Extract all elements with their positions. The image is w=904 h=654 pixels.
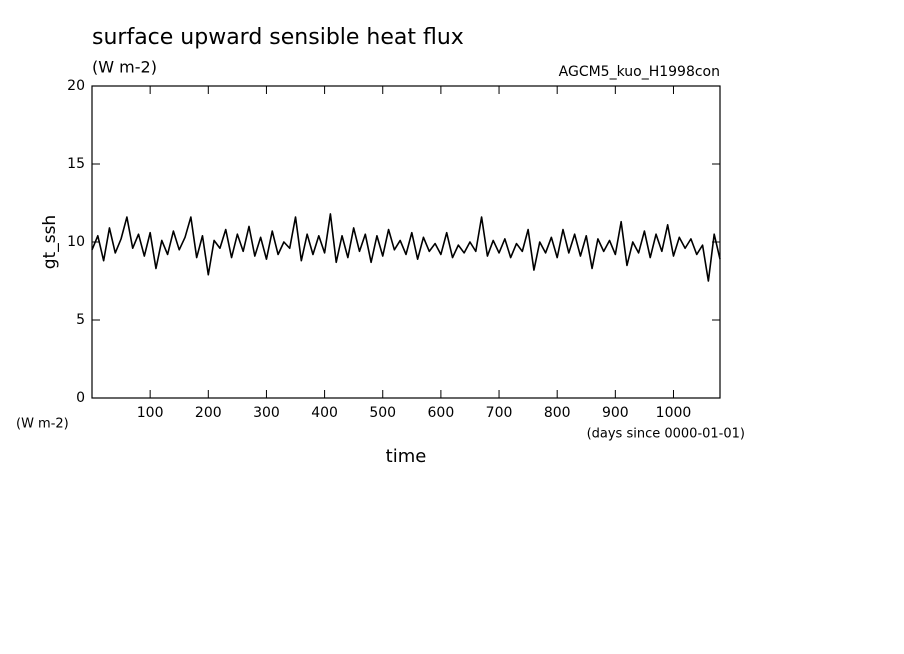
x-tick-label: 900 (602, 405, 629, 421)
y-axis-unit: (W m-2) (16, 417, 69, 432)
y-tick-label: 20 (67, 78, 85, 94)
x-tick-label: 800 (544, 405, 571, 421)
x-tick-label: 200 (195, 405, 222, 421)
y-tick-label: 15 (67, 156, 85, 172)
x-tick-label: 500 (369, 405, 396, 421)
annotation: AGCM5_kuo_H1998con (559, 64, 720, 80)
x-tick-label: 400 (311, 405, 338, 421)
y-tick-label: 10 (67, 234, 85, 250)
x-axis-unit: (days since 0000-01-01) (587, 427, 745, 442)
y-tick-label: 5 (76, 312, 85, 328)
data-line (91, 213, 721, 282)
chart-title: surface upward sensible heat flux (92, 25, 464, 50)
x-tick-label: 600 (428, 405, 455, 421)
x-tick-label: 100 (137, 405, 164, 421)
y-tick-label: 0 (76, 390, 85, 406)
x-axis-label: time (386, 446, 427, 467)
x-tick-label: 300 (253, 405, 280, 421)
chart-subtitle: (W m-2) (92, 58, 157, 77)
x-tick-label: 1000 (656, 405, 692, 421)
y-axis-label: gt_ssh (40, 215, 60, 269)
plot-frame (91, 85, 721, 399)
x-tick-label: 700 (486, 405, 513, 421)
